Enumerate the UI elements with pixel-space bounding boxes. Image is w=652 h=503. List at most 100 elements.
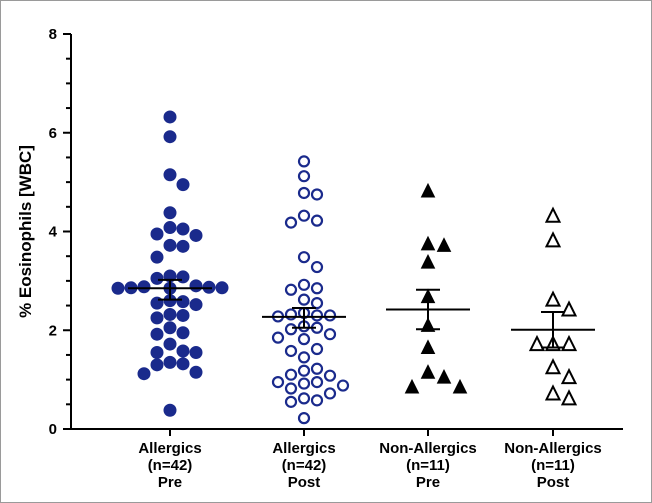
data-point [150, 358, 164, 372]
category-label: Pre [416, 474, 440, 491]
data-point [310, 260, 324, 274]
data-point [176, 357, 190, 371]
data-point [297, 377, 311, 390]
data-point [284, 368, 298, 381]
data-point [544, 358, 562, 375]
data-point [189, 279, 203, 293]
data-point [176, 295, 190, 309]
y-tick-label: 2 [49, 322, 57, 339]
data-point [189, 345, 203, 359]
data-point [150, 250, 164, 264]
data-point [297, 170, 311, 183]
data-point [176, 239, 190, 253]
data-point [297, 186, 311, 200]
data-point [297, 278, 311, 291]
y-tick-label: 4 [49, 224, 58, 241]
data-point [560, 367, 578, 385]
data-point [560, 334, 578, 352]
data-point [189, 228, 203, 242]
category-label: Post [288, 474, 321, 491]
data-point [544, 290, 562, 307]
data-point [297, 364, 311, 377]
data-point [297, 155, 311, 168]
data-point [544, 384, 562, 401]
data-point [297, 251, 311, 264]
y-axis-title: % Eosinophils [WBC] [16, 145, 35, 318]
data-point [297, 209, 311, 222]
category-label: (n=42) [282, 457, 327, 474]
data-point [284, 323, 298, 336]
data-point [310, 188, 324, 201]
data-point [297, 351, 311, 364]
data-point [176, 344, 190, 358]
data-point [297, 333, 311, 346]
data-point [150, 271, 164, 285]
data-point [176, 222, 190, 236]
category-label: Allergics [272, 440, 335, 457]
data-point [137, 280, 151, 294]
data-point [560, 389, 578, 406]
data-point [436, 237, 452, 252]
data-point [420, 182, 436, 198]
category-label: Allergics [138, 440, 201, 457]
data-point [310, 362, 324, 375]
data-point [310, 375, 324, 389]
axis-labels: % Eosinophils [WBC]Allergics(n=42)PreAll… [16, 145, 602, 491]
category-label: (n=11) [531, 457, 575, 474]
data-point [215, 281, 229, 295]
data-point [310, 309, 324, 322]
data-point [404, 378, 420, 394]
data-point [310, 214, 324, 227]
data-point [284, 344, 298, 358]
data-point [163, 321, 177, 335]
data-point [420, 253, 436, 269]
data-point [544, 231, 562, 248]
data-point [528, 334, 546, 352]
data-point [310, 282, 324, 295]
data-point [452, 378, 468, 394]
data-point [310, 342, 324, 356]
data-point [176, 270, 190, 284]
data-point [336, 379, 350, 392]
category-label: Non-Allergics [504, 440, 602, 457]
data-point [436, 369, 452, 384]
data-point [163, 110, 177, 124]
data-point [150, 327, 164, 341]
data-point [420, 235, 436, 251]
data-point [163, 221, 177, 235]
y-tick-label: 8 [49, 26, 57, 43]
data-point [544, 206, 562, 223]
data-point [150, 227, 164, 241]
y-tick-label: 6 [49, 125, 57, 142]
data-point [163, 130, 177, 144]
data-point [163, 206, 177, 220]
data-point [420, 339, 436, 355]
data-point [323, 387, 337, 400]
category-label: Pre [158, 474, 182, 491]
data-point [189, 298, 203, 312]
data-point [176, 308, 190, 322]
data-point [163, 238, 177, 252]
data-point [176, 326, 190, 340]
data-point [111, 281, 125, 295]
data-point [284, 308, 298, 321]
data-point [137, 367, 151, 381]
category-label: (n=42) [148, 457, 193, 474]
axes: 0 2 4 6 8 [49, 26, 623, 438]
data-point [323, 309, 337, 322]
data-point [323, 328, 337, 341]
data-point [284, 283, 298, 296]
data-point [310, 394, 324, 407]
data-point [150, 311, 164, 325]
data-point [284, 382, 298, 395]
mean-sem-bars [128, 278, 595, 349]
data-point [560, 300, 578, 317]
y-tick-label: 0 [49, 421, 57, 438]
data-point [271, 331, 285, 344]
data-point [297, 412, 311, 425]
data-point [163, 337, 177, 351]
category-label: Post [537, 474, 570, 491]
data-point [271, 375, 285, 389]
